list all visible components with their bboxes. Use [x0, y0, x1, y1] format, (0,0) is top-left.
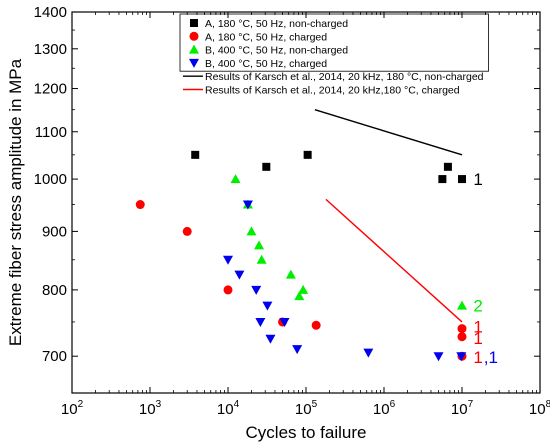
karsch-line-2 — [325, 198, 463, 323]
data-point-circle — [223, 285, 233, 295]
legend-label: B, 400 °C, 50 Hz, charged — [205, 58, 327, 70]
data-point-circle — [457, 332, 467, 342]
data-point-square — [458, 175, 466, 184]
legend-frame — [179, 13, 489, 72]
point-annotation: 1 — [473, 170, 482, 189]
legend-marker — [190, 19, 198, 27]
legend-marker — [189, 58, 199, 68]
data-point-triangle-up — [254, 240, 265, 250]
data-point-triangle-down — [255, 317, 266, 327]
data-point-triangle-down — [242, 200, 253, 210]
axes: 102 103 104 105 106 107 1087008009001000110012… — [34, 4, 550, 418]
data-point-triangle-down — [433, 352, 444, 362]
y-tick-label: 1000 — [34, 171, 67, 188]
data-point-circle — [182, 226, 192, 236]
data-point-triangle-up — [457, 300, 467, 310]
data-point-triangle-down — [363, 348, 374, 358]
data-point-triangle-down — [251, 285, 262, 295]
data-point-triangle-up — [230, 174, 241, 184]
data-point-triangle-down — [234, 270, 245, 280]
data-point-triangle-up — [285, 269, 296, 279]
data-point-triangle-up — [298, 284, 309, 294]
legend-label: Results of Karsch et al., 2014, 20 kHz, … — [205, 71, 484, 83]
data-point-square — [438, 175, 447, 184]
y-axis-title: Extreme fiber stress amplitude in MPa — [6, 58, 25, 346]
x-tick-label: 106 — [373, 399, 396, 418]
data-point-triangle-up — [294, 291, 305, 301]
legend-marker — [189, 44, 199, 54]
data-point-circle — [457, 324, 467, 334]
reference-lines — [314, 109, 463, 323]
data-point-triangle-down — [456, 352, 467, 362]
data-point-square — [191, 150, 200, 159]
y-tick-label: 800 — [42, 282, 67, 299]
x-tick-label: 107 — [451, 399, 474, 418]
y-tick-label: 1100 — [35, 124, 67, 141]
data-point-triangle-up — [246, 226, 257, 236]
y-tick-label: 1300 — [34, 41, 67, 58]
x-tick-label: 108 — [529, 399, 550, 418]
x-tick-label: 105 — [295, 399, 318, 418]
data-point-triangle-down — [262, 301, 273, 311]
point-annotation: 1 — [473, 318, 482, 337]
point-annotation: 1 — [473, 329, 482, 348]
data-point-circle — [135, 200, 145, 210]
legend-label: B, 400 °C, 50 Hz, non-charged — [205, 45, 348, 57]
x-tick-label: 103 — [139, 399, 162, 418]
point-annotation: ,1 — [484, 348, 498, 367]
y-tick-label: 1400 — [34, 4, 67, 21]
x-tick-label: 102 — [61, 399, 84, 418]
legend-label: Results of Karsch et al., 2014, 20 kHz,1… — [205, 85, 460, 97]
point-annotation: 2 — [473, 297, 482, 316]
point-annotation: 1 — [473, 348, 482, 367]
y-tick-label: 900 — [42, 223, 67, 240]
data-point-square — [303, 150, 312, 159]
data-point-triangle-down — [279, 317, 290, 327]
data-point-triangle-down — [223, 255, 233, 265]
data-point-square — [262, 162, 271, 171]
data-point-circle — [311, 320, 321, 330]
legend-label: A, 180 °C, 50 Hz, non-charged — [205, 18, 348, 30]
legend-label: A, 180 °C, 50 Hz, charged — [205, 31, 327, 43]
legend-marker — [189, 31, 199, 41]
data-point-square — [443, 162, 452, 171]
y-tick-label: 700 — [42, 348, 67, 365]
data-points — [135, 150, 467, 362]
y-tick-label: 1200 — [34, 81, 67, 98]
data-point-triangle-down — [292, 345, 303, 355]
x-axis-title: Cycles to failure — [246, 423, 367, 442]
data-point-triangle-up — [256, 254, 267, 264]
data-point-triangle-down — [265, 334, 276, 344]
x-tick-label: 104 — [217, 399, 240, 418]
karsch-line-1 — [314, 109, 463, 156]
